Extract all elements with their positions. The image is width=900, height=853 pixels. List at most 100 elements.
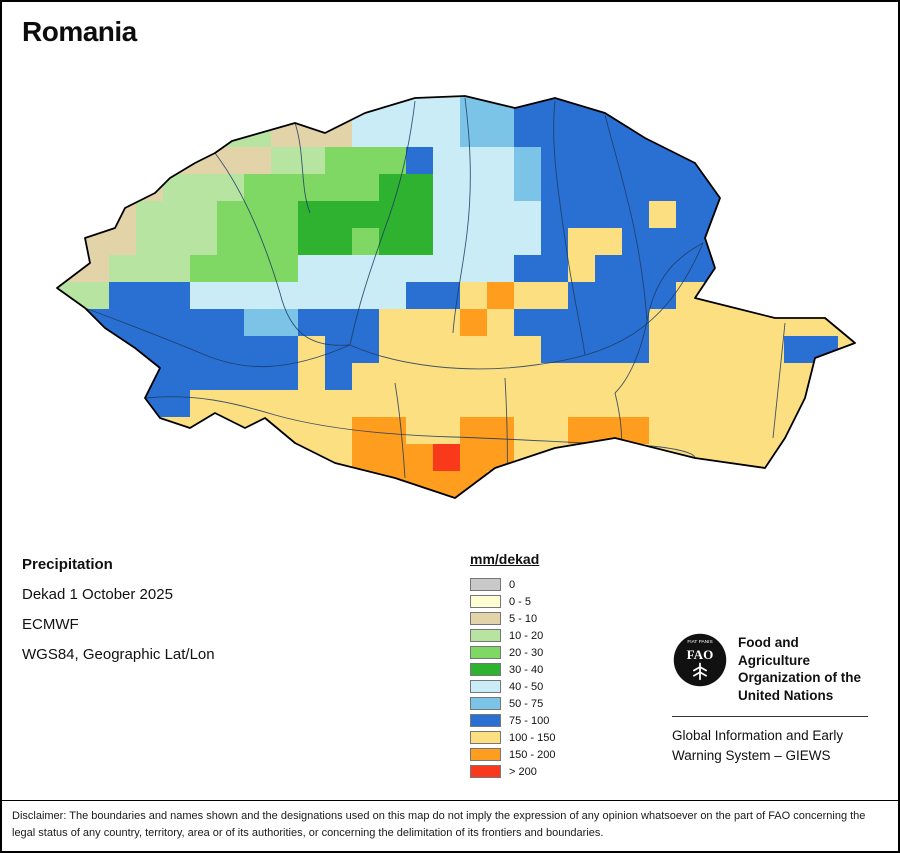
org-divider (672, 716, 868, 718)
grid-cell (676, 363, 703, 390)
grid-cell (325, 417, 352, 444)
grid-cell (271, 147, 298, 174)
grid-cell (460, 282, 487, 309)
grid-cell (622, 336, 649, 363)
grid-cell (784, 255, 811, 282)
grid-cell (109, 120, 136, 147)
grid-cell (406, 363, 433, 390)
grid-cell (730, 336, 757, 363)
grid-cell (622, 96, 649, 120)
legend-label: 0 (509, 578, 516, 591)
grid-cell (190, 255, 217, 282)
grid-cell (271, 228, 298, 255)
grid-cell (811, 282, 838, 309)
grid-cell (487, 309, 514, 336)
grid-cell (57, 363, 82, 390)
grid-cell (460, 336, 487, 363)
grid-cell (406, 174, 433, 201)
grid-cell (757, 390, 784, 417)
grid-cell (514, 201, 541, 228)
legend-label: 5 - 10 (509, 612, 538, 625)
page-title: Romania (22, 16, 137, 47)
legend-row: 5 - 10 (470, 610, 555, 627)
grid-cell (379, 363, 406, 390)
legend-label: 40 - 50 (509, 680, 544, 693)
grid-cell (82, 444, 109, 471)
legend-title: mm/dekad (470, 551, 540, 567)
grid-cell (568, 228, 595, 255)
grid-cell (811, 228, 838, 255)
grid-cell (325, 201, 352, 228)
grid-cell (190, 336, 217, 363)
grid-cell (352, 120, 379, 147)
grid-cell (82, 309, 109, 336)
grid-cell (109, 363, 136, 390)
grid-cell (730, 228, 757, 255)
grid-cell (811, 309, 838, 336)
legend-label: 100 - 150 (509, 731, 556, 744)
grid-cell (190, 471, 217, 498)
grid-cell (595, 120, 622, 147)
grid-cell (136, 174, 163, 201)
grid-cell (352, 444, 379, 471)
grid-cell (244, 255, 271, 282)
legend-row: > 200 (470, 763, 555, 780)
grid-cell (136, 255, 163, 282)
legend: mm/dekad 0 0 - 5 5 - 10 10 - 20 20 - 30 30 - … (470, 551, 555, 780)
grid-cell (622, 174, 649, 201)
grid-cell (217, 96, 244, 120)
grid-cell (190, 201, 217, 228)
grid-cell (730, 255, 757, 282)
grid-cell (244, 174, 271, 201)
grid-cell (541, 471, 568, 498)
grid-cell (325, 120, 352, 147)
grid-cell (703, 390, 730, 417)
legend-row: 50 - 75 (470, 695, 555, 712)
grid-cell (460, 255, 487, 282)
grid-cell (163, 390, 190, 417)
grid-cell (568, 363, 595, 390)
legend-row: 20 - 30 (470, 644, 555, 661)
grid-cell (622, 147, 649, 174)
grid-cell (622, 255, 649, 282)
grid-cell (676, 390, 703, 417)
info-projection-label: WGS84, Geographic Lat/Lon (22, 646, 215, 663)
grid-cell (406, 336, 433, 363)
grid-cell (57, 228, 82, 255)
grid-cell (190, 417, 217, 444)
grid-cell (784, 174, 811, 201)
grid-cell (811, 174, 838, 201)
grid-cell (487, 201, 514, 228)
fao-org-name: Food and Agriculture Organization of the… (738, 635, 861, 703)
grid-cell (703, 96, 730, 120)
grid-cell (757, 309, 784, 336)
grid-cell (514, 282, 541, 309)
grid-cell (325, 309, 352, 336)
grid-cell (109, 444, 136, 471)
grid-cell (460, 363, 487, 390)
grid-cell (487, 228, 514, 255)
grid-cell (595, 471, 622, 498)
grid-cell (325, 390, 352, 417)
grid-cell (136, 444, 163, 471)
grid-cell (730, 147, 757, 174)
legend-swatch (470, 731, 501, 744)
grid-cell (676, 96, 703, 120)
grid-cell (109, 174, 136, 201)
grid-cell (541, 417, 568, 444)
legend-swatch (470, 663, 501, 676)
grid-cell (136, 201, 163, 228)
grid-cell (649, 390, 676, 417)
map-info-block: Precipitation Dekad 1 October 2025 ECMWF… (22, 556, 215, 676)
grid-cell (838, 282, 855, 309)
grid-cell (109, 96, 136, 120)
grid-cell (352, 147, 379, 174)
grid-cell (379, 282, 406, 309)
grid-cell (190, 390, 217, 417)
grid-cell (298, 309, 325, 336)
grid-cell (325, 228, 352, 255)
grid-cell (271, 390, 298, 417)
grid-cell (568, 444, 595, 471)
grid-cell (487, 120, 514, 147)
grid-cell (514, 147, 541, 174)
